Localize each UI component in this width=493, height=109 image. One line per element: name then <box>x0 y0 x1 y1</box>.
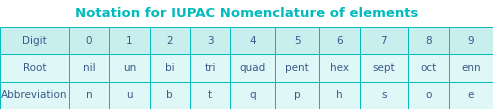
Text: Abbreviation: Abbreviation <box>1 90 68 100</box>
Bar <box>408 54 449 82</box>
Text: 2: 2 <box>167 36 173 46</box>
Text: Root: Root <box>23 63 46 73</box>
Text: 1: 1 <box>126 36 133 46</box>
Text: 3: 3 <box>207 36 213 46</box>
Bar <box>190 82 230 109</box>
Bar <box>230 54 275 82</box>
Bar <box>275 54 319 82</box>
Text: pent: pent <box>285 63 309 73</box>
Bar <box>360 82 408 109</box>
Bar <box>230 82 275 109</box>
Bar <box>449 27 493 54</box>
Bar <box>319 27 360 54</box>
Text: 6: 6 <box>336 36 343 46</box>
Bar <box>319 54 360 82</box>
Text: p: p <box>294 90 300 100</box>
Text: 5: 5 <box>294 36 300 46</box>
Text: 0: 0 <box>86 36 92 46</box>
Text: tri: tri <box>205 63 216 73</box>
Text: Digit: Digit <box>22 36 47 46</box>
Bar <box>0 54 69 82</box>
Bar <box>69 27 109 54</box>
Bar <box>69 82 109 109</box>
Text: u: u <box>126 90 133 100</box>
Text: nil: nil <box>83 63 95 73</box>
Bar <box>230 27 275 54</box>
Bar <box>149 27 190 54</box>
Bar <box>0 27 69 54</box>
Bar <box>275 27 319 54</box>
Bar <box>408 82 449 109</box>
Bar <box>149 82 190 109</box>
Bar <box>0 82 69 109</box>
Text: 8: 8 <box>425 36 432 46</box>
Text: hex: hex <box>330 63 349 73</box>
Text: bi: bi <box>165 63 175 73</box>
Text: q: q <box>249 90 256 100</box>
Bar <box>109 27 149 54</box>
Text: t: t <box>208 90 212 100</box>
Bar <box>109 82 149 109</box>
Text: h: h <box>336 90 343 100</box>
Bar <box>69 54 109 82</box>
Bar <box>360 54 408 82</box>
Bar <box>449 82 493 109</box>
Bar <box>109 54 149 82</box>
Text: sept: sept <box>373 63 395 73</box>
Text: enn: enn <box>461 63 481 73</box>
Text: s: s <box>381 90 387 100</box>
Text: oct: oct <box>420 63 436 73</box>
Text: e: e <box>467 90 474 100</box>
Text: quad: quad <box>240 63 266 73</box>
Bar <box>360 27 408 54</box>
Bar <box>149 54 190 82</box>
Text: 4: 4 <box>249 36 256 46</box>
Text: o: o <box>425 90 431 100</box>
Bar <box>319 82 360 109</box>
Text: 9: 9 <box>467 36 474 46</box>
Bar <box>275 82 319 109</box>
Bar <box>408 27 449 54</box>
Bar <box>190 27 230 54</box>
Bar <box>190 54 230 82</box>
Text: b: b <box>167 90 173 100</box>
Text: 7: 7 <box>381 36 387 46</box>
Text: un: un <box>123 63 136 73</box>
Bar <box>449 54 493 82</box>
Text: n: n <box>86 90 92 100</box>
Text: Notation for IUPAC Nomenclature of elements: Notation for IUPAC Nomenclature of eleme… <box>75 7 418 20</box>
